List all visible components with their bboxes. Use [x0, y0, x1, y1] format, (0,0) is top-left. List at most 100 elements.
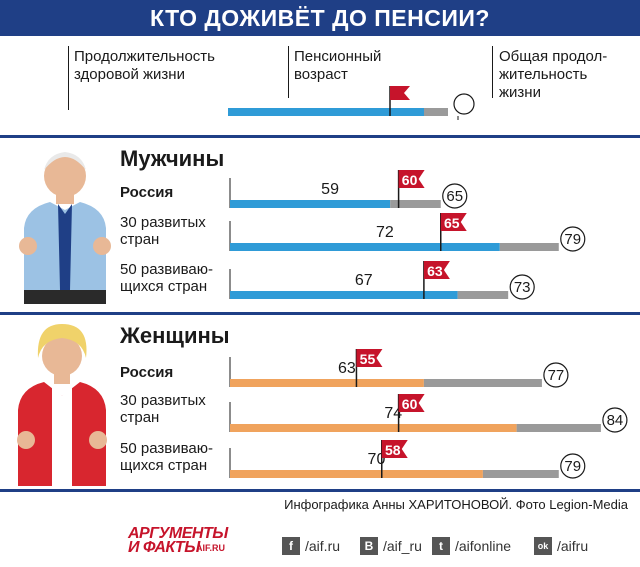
- row-label-line: стран: [120, 231, 160, 248]
- woman-icon: [17, 324, 107, 486]
- legend-healthy-label: Продолжительность здоровой жизни: [74, 48, 215, 84]
- healthy-value: 59: [321, 181, 339, 198]
- legend-healthy-bar: [228, 108, 424, 116]
- healthy-value: 72: [376, 224, 394, 241]
- healthy-bar: [230, 470, 483, 478]
- pension-flag-icon: [398, 394, 425, 412]
- pension-value: 60: [402, 172, 418, 188]
- pension-flag-icon: [398, 170, 425, 188]
- odnoklassniki-icon: ok: [534, 537, 552, 555]
- row-label-women-developing: 50 развиваю- щихся стран: [120, 440, 213, 474]
- total-bar: [499, 243, 559, 251]
- brand-site: AIF.RU: [196, 543, 225, 553]
- total-value: 73: [514, 279, 531, 296]
- legend-healthy-line2: здоровой жизни: [74, 66, 185, 83]
- pension-value: 65: [444, 215, 460, 231]
- social-label: /aif_ru: [383, 538, 422, 554]
- row-label-line: щихся стран: [120, 278, 208, 295]
- total-circle: [602, 407, 628, 433]
- twitter-icon: t: [432, 537, 450, 555]
- total-value: 84: [607, 412, 624, 429]
- row-label-line: Россия: [120, 184, 174, 201]
- legend-total-label: Общая продол- жительность жизни: [499, 48, 607, 102]
- healthy-value: 74: [384, 405, 402, 422]
- separator-middle: [0, 312, 640, 315]
- legend-total-line3: жизни: [499, 84, 541, 101]
- healthy-value: 63: [338, 360, 356, 377]
- healthy-bar: [230, 379, 424, 387]
- total-circle: [560, 453, 586, 479]
- pension-flag-icon: [381, 440, 408, 458]
- row-label-men-developing: 50 развиваю- щихся стран: [120, 261, 213, 295]
- total-circle: [560, 226, 586, 252]
- healthy-bar: [230, 424, 517, 432]
- total-value: 77: [548, 367, 565, 384]
- legend: Продолжительность здоровой жизни Пенсион…: [62, 38, 640, 134]
- legend-healthy-line1: Продолжительность: [74, 48, 215, 65]
- row-label-line: 30 развитых: [120, 392, 206, 409]
- legend-pension-line2: возраст: [294, 66, 348, 83]
- healthy-bar: [230, 291, 458, 299]
- credit-text: Инфографика Анны ХАРИТОНОВОЙ. Фото Legio…: [284, 497, 628, 512]
- pension-value: 60: [402, 396, 418, 412]
- vk-icon: B: [360, 537, 378, 555]
- social-ok[interactable]: ok /aifru: [534, 536, 588, 556]
- pension-flag-icon: [423, 261, 450, 279]
- legend-pension-label: Пенсионный возраст: [294, 48, 381, 84]
- pension-value: 55: [360, 351, 376, 367]
- total-value: 79: [564, 231, 581, 248]
- healthy-value: 70: [368, 451, 386, 468]
- healthy-bar: [230, 200, 391, 208]
- total-bar: [516, 424, 601, 432]
- social-twitter[interactable]: t /aifonline: [432, 536, 511, 556]
- man-icon: [19, 152, 111, 304]
- total-bar: [423, 379, 542, 387]
- total-circle: [543, 362, 569, 388]
- section-title-men: Мужчины: [120, 146, 225, 171]
- total-value: 65: [446, 188, 463, 205]
- row-label-women-russia: Россия: [120, 364, 173, 381]
- total-bar: [390, 200, 441, 208]
- legend-flag-icon: [390, 86, 410, 100]
- social-label: /aifonline: [455, 538, 512, 554]
- row-label-line: щихся стран: [120, 457, 208, 474]
- legend-circle-icon: [453, 93, 475, 115]
- separator-top: [0, 135, 640, 138]
- total-circle: [509, 274, 535, 300]
- pension-flag-icon: [440, 213, 467, 231]
- row-label-women-developed: 30 развитых стран: [120, 392, 206, 426]
- total-value: 79: [564, 458, 581, 475]
- facebook-icon: f: [282, 537, 300, 555]
- legend-total-line2: жительность: [499, 66, 588, 83]
- pension-flag-icon: [356, 349, 383, 367]
- title-bar: [0, 0, 640, 36]
- legend-total-bar: [424, 108, 448, 116]
- row-label-line: 30 развитых: [120, 214, 206, 231]
- row-label-line: стран: [120, 409, 160, 426]
- social-vk[interactable]: B /aif_ru: [360, 536, 422, 556]
- pension-value: 63: [427, 263, 443, 279]
- brand-line1: АРГУМЕНТЫ: [128, 525, 228, 542]
- total-circle: [442, 183, 468, 209]
- healthy-bar: [230, 243, 500, 251]
- row-label-line: 50 развиваю-: [120, 440, 213, 457]
- social-facebook[interactable]: f /aif.ru: [282, 536, 340, 556]
- row-label-men-russia: Россия: [120, 184, 173, 201]
- healthy-value: 67: [355, 272, 373, 289]
- chart-title: КТО ДОЖИВЁТ ДО ПЕНСИИ?: [150, 5, 490, 31]
- section-title-women: Женщины: [120, 323, 230, 348]
- total-bar: [482, 470, 559, 478]
- row-label-men-developed: 30 развитых стран: [120, 214, 206, 248]
- brand-logo: АРГУМЕНТЫ И ФАКТЫ: [128, 525, 228, 556]
- social-label: /aifru: [557, 538, 589, 554]
- pension-value: 58: [385, 442, 401, 458]
- total-bar: [457, 291, 509, 299]
- brand-line2: И ФАКТЫ: [128, 539, 200, 556]
- row-label-line: 50 развиваю-: [120, 261, 213, 278]
- social-label: /aif.ru: [305, 538, 341, 554]
- legend-pension-line1: Пенсионный: [294, 48, 382, 65]
- legend-total-line1: Общая продол-: [499, 48, 608, 65]
- row-label-line: Россия: [120, 364, 174, 381]
